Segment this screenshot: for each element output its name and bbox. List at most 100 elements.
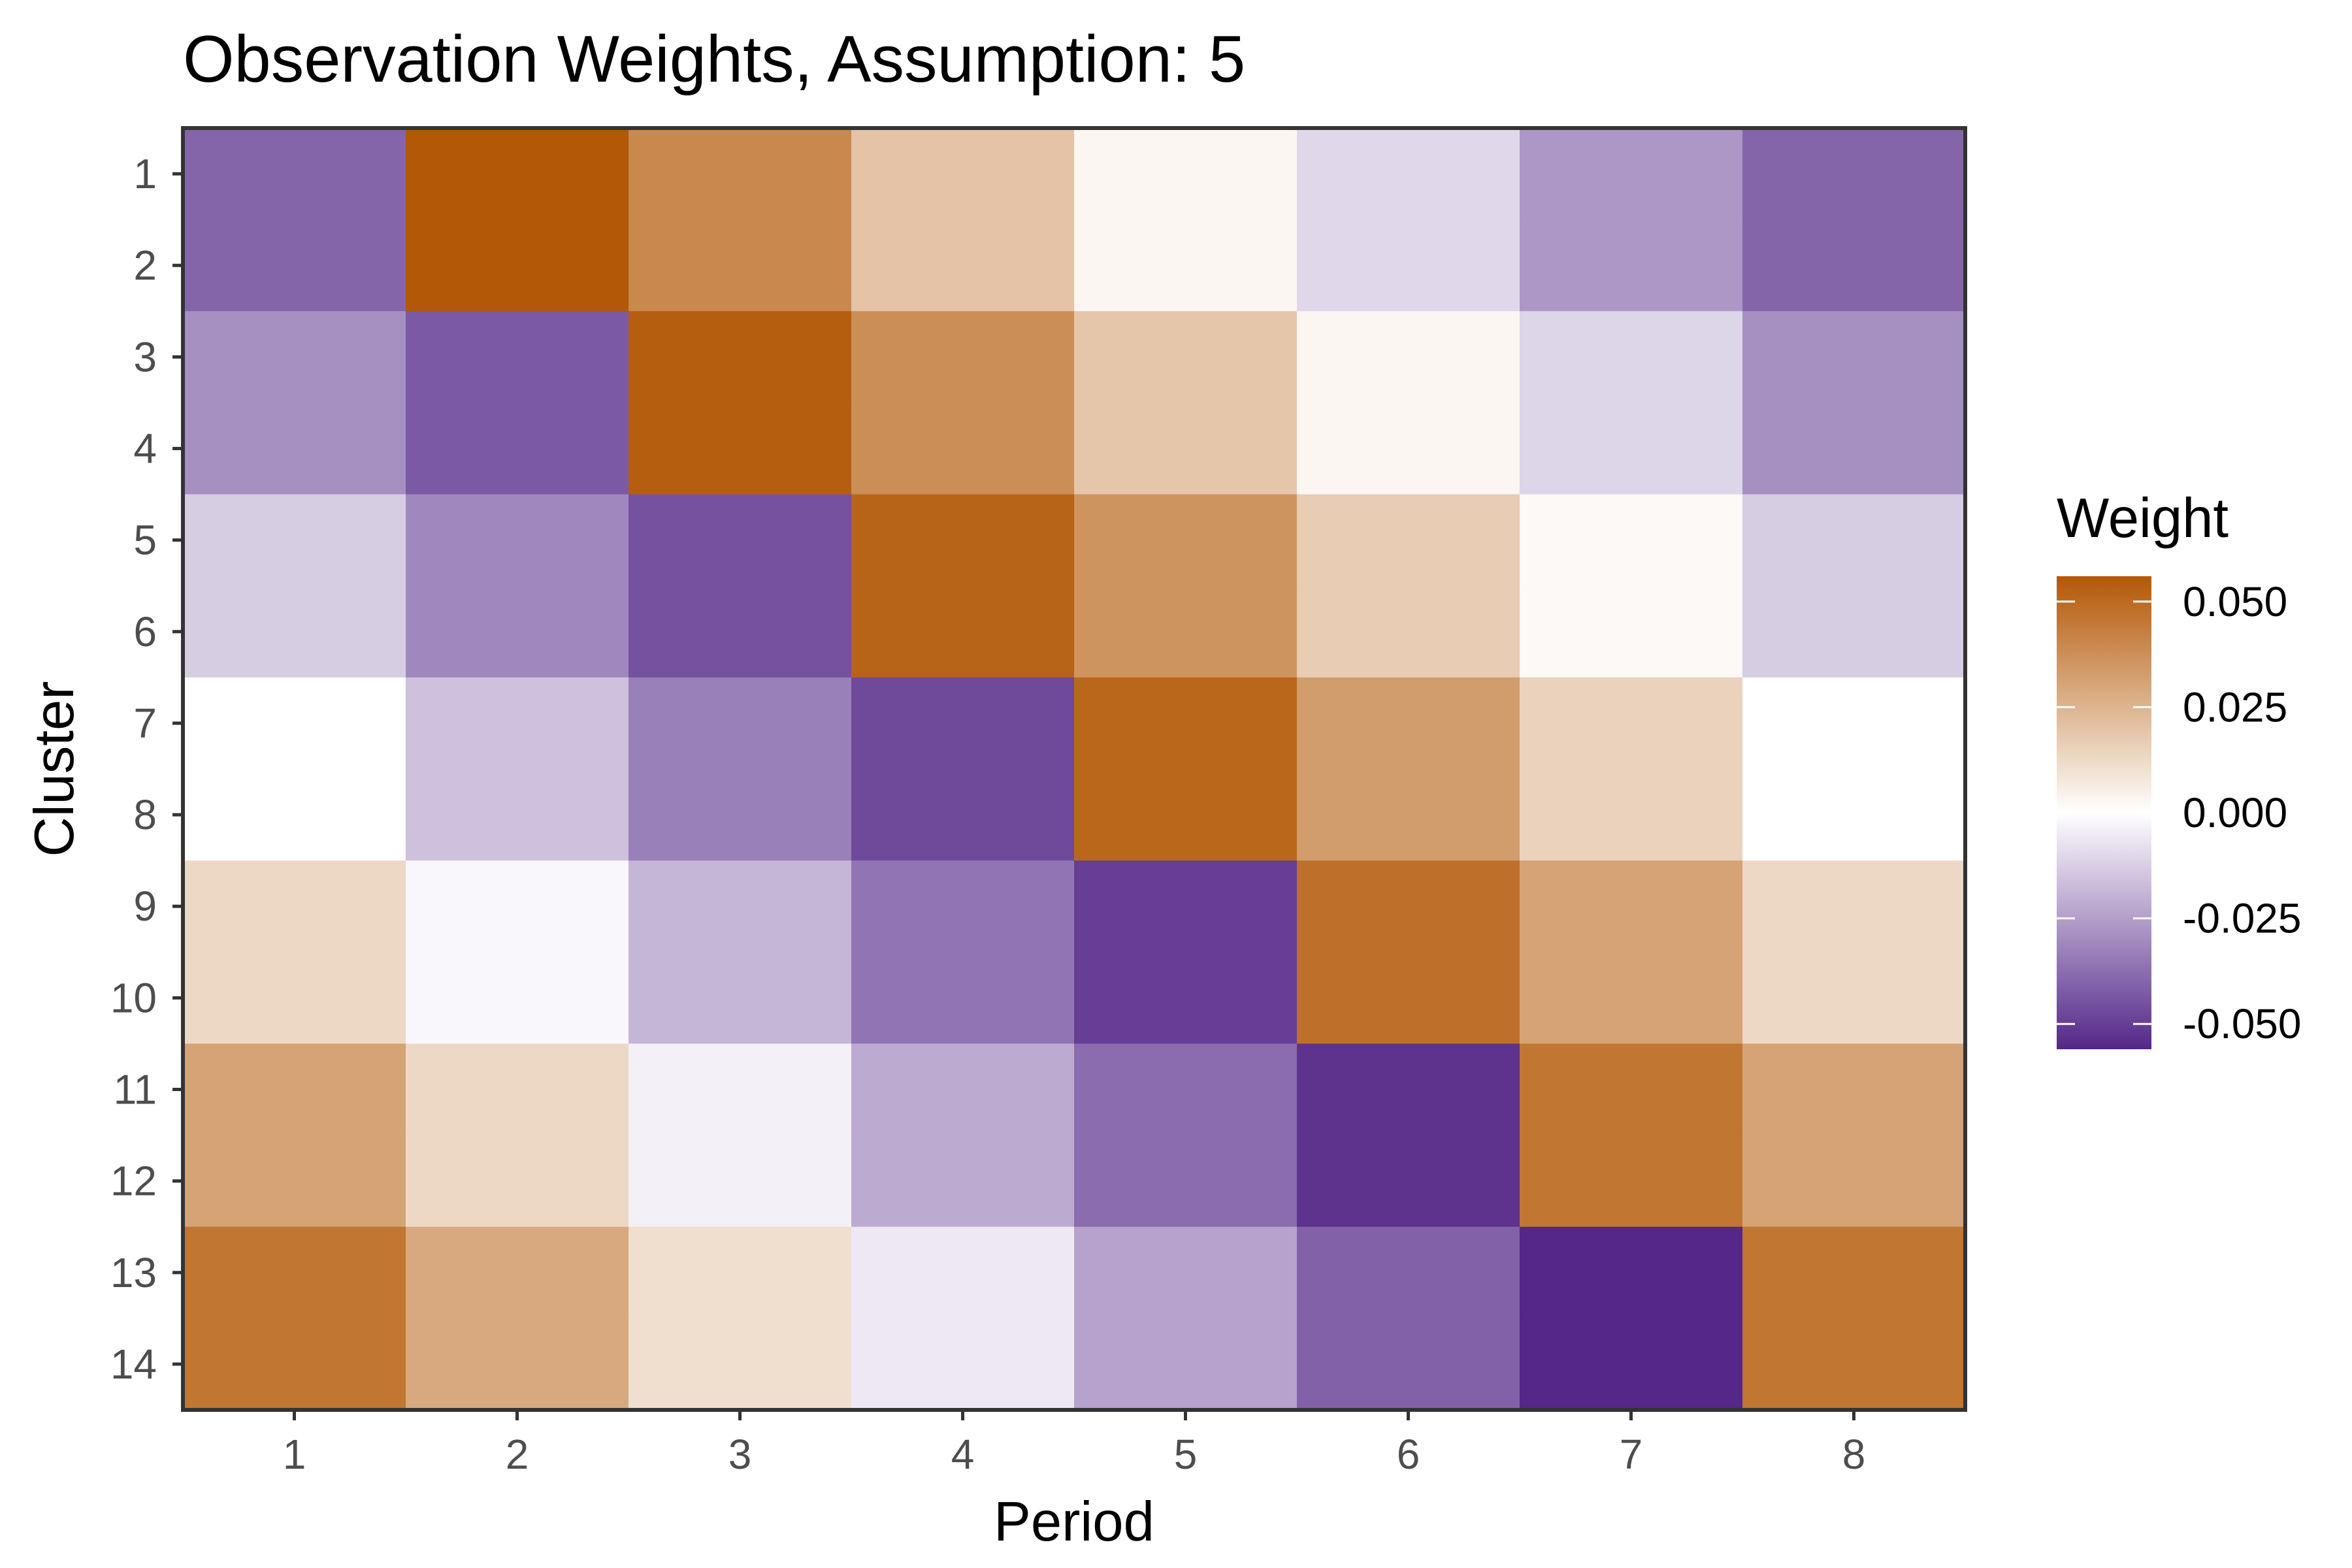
legend-label: -0.050 [2183, 1000, 2301, 1047]
heatmap-cell [1520, 494, 1743, 587]
y-tick-label: 3 [133, 333, 157, 380]
heatmap-cell [406, 128, 629, 220]
heatmap-cell [406, 1043, 629, 1136]
heatmap-cell [1742, 1135, 1966, 1228]
x-tick-label: 2 [506, 1431, 529, 1478]
heatmap-cell [851, 402, 1075, 495]
heatmap-cell [1520, 1043, 1743, 1136]
heatmap-cell [1742, 311, 1966, 404]
heatmap-cell [629, 494, 852, 587]
heatmap-cell [851, 311, 1075, 404]
legend-label: 0.050 [2183, 578, 2287, 625]
heatmap-cell [1074, 128, 1298, 220]
heatmap-cell [1742, 128, 1966, 220]
heatmap-cell [183, 1043, 406, 1136]
heatmap-cell [629, 860, 852, 953]
heatmap-cell [629, 952, 852, 1045]
legend-label: 0.025 [2183, 683, 2287, 730]
x-tick-label: 8 [1842, 1431, 1866, 1478]
heatmap-cell [851, 677, 1075, 770]
heatmap-cell [1074, 860, 1298, 953]
heatmap-cell [629, 128, 852, 220]
heatmap-cell [629, 1226, 852, 1319]
heatmap-cell [406, 952, 629, 1045]
heatmap-cell [851, 220, 1075, 312]
heatmap-cell [851, 1135, 1075, 1228]
heatmap-cell [1520, 311, 1743, 404]
heatmap-cell [1742, 1043, 1966, 1136]
heatmap-cell [406, 1135, 629, 1228]
heatmap-cell [1520, 1135, 1743, 1228]
heatmap-cell [1742, 860, 1966, 953]
heatmap-cell [851, 128, 1075, 220]
heatmap-cell [1520, 952, 1743, 1045]
heatmap-cell [1297, 860, 1520, 953]
heatmap-cell [1074, 1318, 1298, 1411]
heatmap-cell [406, 1318, 629, 1411]
heatmap-cell [1074, 311, 1298, 404]
heatmap-cell [629, 220, 852, 312]
heatmap-cell [851, 1043, 1075, 1136]
heatmap-cell [1297, 1135, 1520, 1228]
heatmap-cell [1742, 220, 1966, 312]
y-tick-label: 7 [133, 700, 157, 747]
heatmap-cell [1297, 128, 1520, 220]
heatmap-cell [1742, 769, 1966, 861]
y-tick-label: 12 [110, 1158, 157, 1205]
y-tick-label: 1 [133, 150, 157, 197]
x-tick-label: 5 [1174, 1431, 1198, 1478]
heatmap-cell [851, 1226, 1075, 1319]
y-tick-label: 5 [133, 517, 157, 564]
heatmap-cell [183, 1318, 406, 1411]
heatmap-cell [406, 860, 629, 953]
heatmap-cell [1074, 220, 1298, 312]
heatmap-cell [1742, 494, 1966, 587]
legend-label: 0.000 [2183, 789, 2287, 836]
y-tick-label: 8 [133, 791, 157, 838]
heatmap-cell [1297, 677, 1520, 770]
heatmap-cell [183, 494, 406, 587]
heatmap-cell [406, 769, 629, 861]
heatmap-cell [851, 494, 1075, 587]
heatmap-cells [183, 128, 1966, 1411]
heatmap-cell [629, 402, 852, 495]
heatmap-cell [1297, 952, 1520, 1045]
heatmap-cell [1074, 494, 1298, 587]
heatmap-cell [1297, 1226, 1520, 1319]
heatmap-cell [1297, 311, 1520, 404]
heatmap-cell [406, 585, 629, 678]
legend-title: Weight [2057, 487, 2229, 549]
heatmap-cell [1520, 1318, 1743, 1411]
heatmap-cell [851, 952, 1075, 1045]
heatmap-cell [1074, 585, 1298, 678]
heatmap-cell [1297, 494, 1520, 587]
heatmap-cell [629, 1043, 852, 1136]
heatmap-cell [1742, 677, 1966, 770]
y-tick-label: 4 [133, 425, 157, 472]
heatmap-cell [406, 1226, 629, 1319]
heatmap-cell [629, 585, 852, 678]
heatmap-cell [851, 769, 1075, 861]
heatmap-cell [183, 311, 406, 404]
y-tick-label: 13 [110, 1249, 157, 1296]
heatmap-cell [1742, 585, 1966, 678]
heatmap-cell [406, 677, 629, 770]
heatmap-cell [1520, 1226, 1743, 1319]
legend: Weight 0.050 0.025 0.000 -0.025 -0.050 [2057, 487, 2301, 1049]
y-tick-label: 9 [133, 883, 157, 930]
y-tick-label: 11 [114, 1066, 157, 1113]
heatmap-cell [1074, 1135, 1298, 1228]
heatmap-cell [629, 677, 852, 770]
heatmap-cell [183, 220, 406, 312]
heatmap-cell [851, 860, 1075, 953]
heatmap-cell [851, 585, 1075, 678]
x-axis: 1 2 3 4 5 6 7 8 [283, 1410, 1866, 1478]
heatmap-cell [1520, 220, 1743, 312]
y-tick-label: 10 [110, 974, 157, 1021]
heatmap-cell [1297, 769, 1520, 861]
heatmap-cell [1520, 402, 1743, 495]
heatmap-cell [629, 1135, 852, 1228]
heatmap-cell [1074, 769, 1298, 861]
heatmap-cell [1297, 1318, 1520, 1411]
